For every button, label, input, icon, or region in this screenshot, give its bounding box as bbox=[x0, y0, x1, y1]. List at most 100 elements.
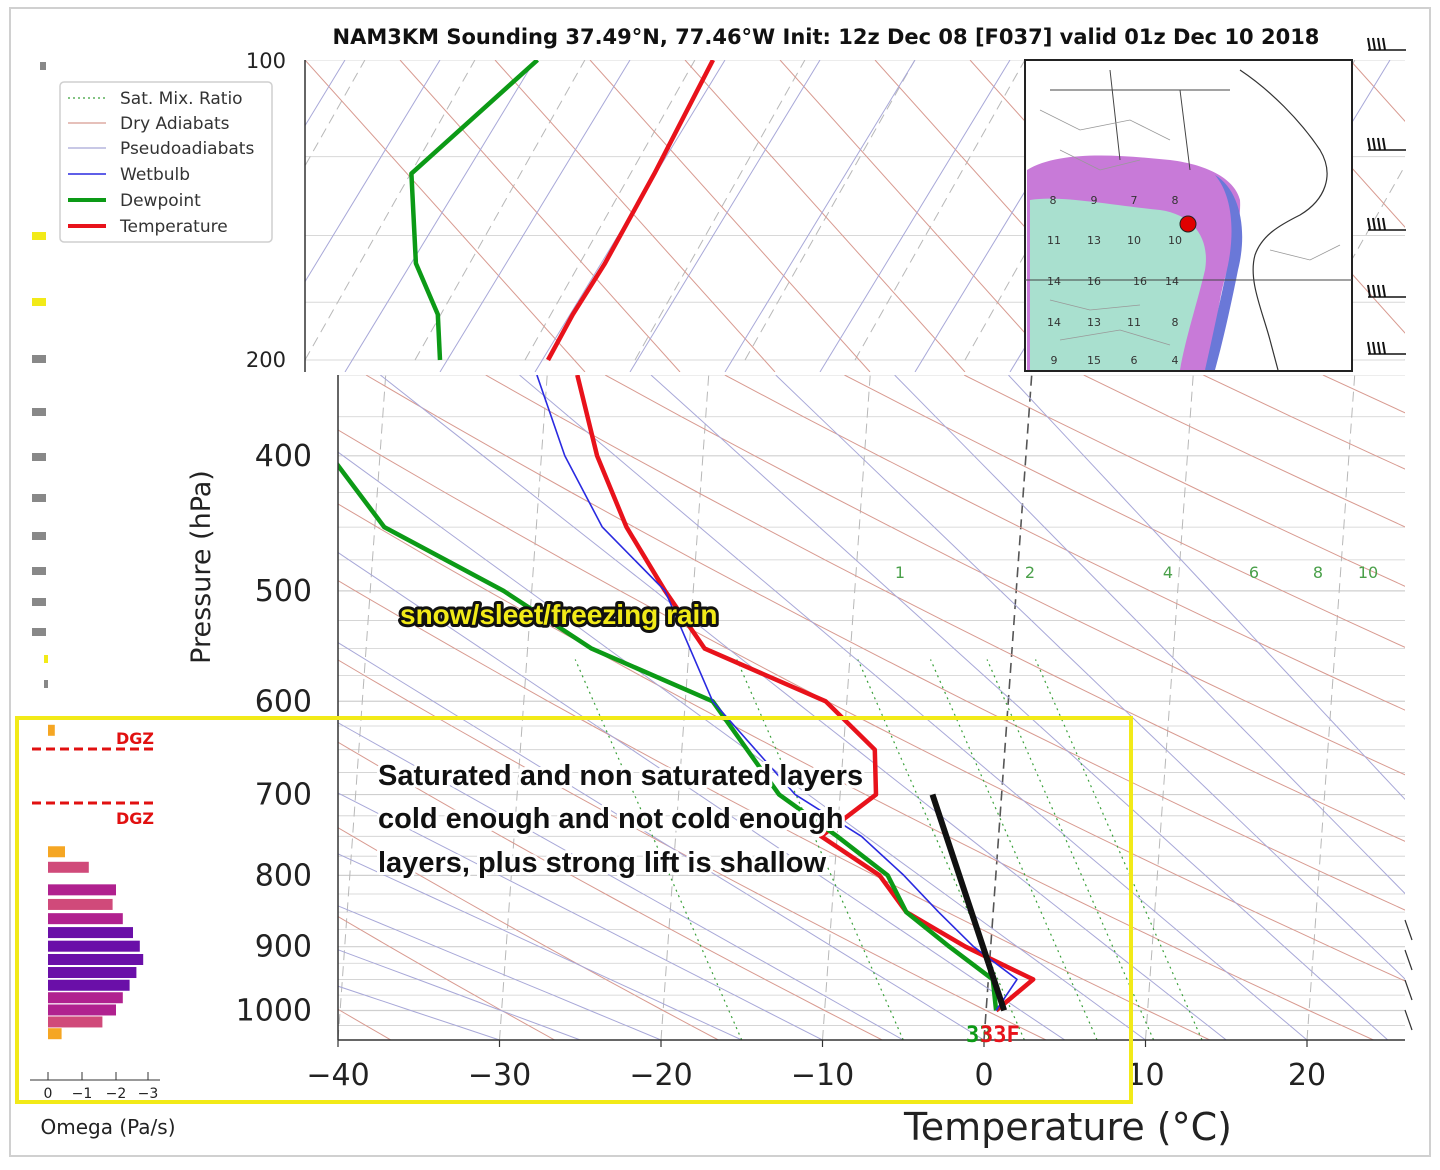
omega-bar bbox=[48, 992, 123, 1004]
x-tick-label: −10 bbox=[791, 1058, 854, 1093]
upper-pseudoadiabat-line bbox=[439, 60, 631, 372]
upper-pseudoadiabat-line bbox=[305, 60, 346, 127]
dry-adiabat-line bbox=[724, 375, 1405, 711]
pseudoadiabat-line bbox=[338, 905, 662, 1040]
upper-isotherm-line bbox=[414, 60, 586, 361]
dry-adiabat-line bbox=[338, 659, 1047, 1040]
upper-dry-adiabat-line bbox=[1349, 60, 1405, 123]
annotation-line-2: cold enough and not cold enough bbox=[378, 803, 844, 835]
omega-bar bbox=[48, 967, 137, 979]
upper-pseudoadiabat-line bbox=[305, 60, 441, 283]
inset-map-state-lines bbox=[1025, 69, 1352, 281]
mixing-ratio-label: 10 bbox=[1358, 563, 1378, 582]
y-tick-label: 1000 bbox=[236, 993, 312, 1028]
wind-barbs bbox=[1367, 37, 1413, 1031]
inset-map-number: 15 bbox=[1087, 354, 1101, 367]
upper-isotherm-line bbox=[744, 60, 916, 361]
series-dewpoint-upper-line bbox=[409, 60, 540, 361]
dry-adiabat-line bbox=[338, 741, 883, 1040]
omega-profile: 0 −1 −2 −3 Omega (Pa/s) DGZ DGZ bbox=[30, 62, 176, 1139]
mixing-ratio-label: 4 bbox=[1163, 563, 1173, 582]
omega-bar-small bbox=[44, 680, 48, 688]
omega-bar-small bbox=[32, 598, 46, 606]
wind-barb bbox=[1367, 341, 1406, 355]
pseudoadiabat-line bbox=[1008, 375, 1405, 801]
dry-adiabat-line bbox=[338, 503, 1374, 1040]
inset-map-number: 8 bbox=[1172, 316, 1179, 329]
omega-bar bbox=[48, 1016, 103, 1028]
upper-pseudoadiabat-line bbox=[629, 60, 821, 372]
series-temperature-upper-line bbox=[546, 60, 715, 362]
pseudoadiabat-line bbox=[338, 451, 1146, 1040]
omega-tick-1: −1 bbox=[72, 1086, 93, 1102]
dry-adiabat-line bbox=[844, 375, 1405, 648]
pseudoadiabat-line bbox=[379, 375, 1227, 1040]
inset-map-location-marker bbox=[1179, 215, 1197, 233]
mixing-ratio-label: 2 bbox=[1025, 563, 1035, 582]
legend-box bbox=[59, 81, 273, 243]
dry-adiabat-line bbox=[604, 375, 1405, 776]
upper-dry-adiabat-line bbox=[494, 60, 776, 372]
x-tick-label: 20 bbox=[1288, 1058, 1326, 1093]
inset-map-number: 9 bbox=[1051, 354, 1058, 367]
omega-tick-3: −3 bbox=[138, 1086, 159, 1102]
omega-bar bbox=[48, 884, 116, 896]
x-tick-label: −30 bbox=[468, 1058, 531, 1093]
inset-map-rain-field bbox=[1030, 198, 1206, 370]
dgz-label-bottom: DGZ bbox=[116, 809, 154, 828]
omega-bar-small bbox=[32, 628, 46, 636]
legend-label-satmix: Sat. Mix. Ratio bbox=[120, 89, 243, 109]
x-tick-label: −40 bbox=[306, 1058, 369, 1093]
inset-map-number: 8 bbox=[1050, 194, 1057, 207]
omega-bar-small bbox=[32, 567, 46, 575]
omega-bar-small bbox=[32, 298, 46, 306]
annotation-line-3: layers, plus strong lift is shallow bbox=[378, 847, 826, 879]
upper-dry-adiabat-line bbox=[399, 60, 681, 372]
pseudoadiabat-line bbox=[894, 375, 1405, 895]
chart-title: NAM3KM Sounding 37.49°N, 77.46°W Init: 1… bbox=[333, 25, 1320, 49]
pseudoadiabat-line bbox=[519, 375, 1308, 1040]
surface-parcel-line bbox=[929, 793, 1007, 1012]
inset-map-number: 6 bbox=[1131, 354, 1138, 367]
omega-tick-2: −2 bbox=[106, 1086, 127, 1102]
series-wetbulb-line bbox=[536, 375, 1018, 1011]
pseudoadiabat-line bbox=[338, 853, 743, 1040]
mixing-ratio-label: 8 bbox=[1313, 563, 1323, 582]
pseudoadiabat-line bbox=[338, 551, 1066, 1040]
omega-bar bbox=[48, 913, 123, 925]
wind-barb-low bbox=[1404, 919, 1413, 941]
omega-bar bbox=[48, 724, 55, 736]
legend-label-dry: Dry Adiabats bbox=[120, 114, 230, 134]
dgz-label-top: DGZ bbox=[116, 729, 154, 748]
y-tick-label: 400 bbox=[255, 439, 312, 474]
upper-pseudoadiabat-line bbox=[819, 60, 1011, 372]
legend-label-dewpoint: Dewpoint bbox=[120, 191, 201, 211]
inset-map-number: 11 bbox=[1047, 234, 1061, 247]
mixing-ratio-label: 1 bbox=[895, 563, 905, 582]
omega-bar-small bbox=[32, 453, 46, 461]
inset-map-number: 13 bbox=[1087, 316, 1101, 329]
dry-adiabat-line bbox=[485, 375, 1405, 842]
y-tick-label: 900 bbox=[255, 930, 312, 965]
upper-pseudoadiabat-line bbox=[724, 60, 916, 372]
x-axis-label: Temperature (°C) bbox=[903, 1105, 1232, 1149]
series-dewpoint-line bbox=[338, 461, 999, 1011]
omega-bar bbox=[48, 940, 140, 952]
upper-isotherm-line bbox=[305, 60, 476, 361]
omega-tick-0: 0 bbox=[44, 1086, 53, 1102]
pseudoadiabat-line bbox=[338, 949, 581, 1040]
pseudoadiabat-line bbox=[338, 792, 823, 1040]
inset-map-number: 7 bbox=[1131, 194, 1138, 207]
legend-label-pseudo: Pseudoadiabats bbox=[120, 139, 254, 159]
legend-label-temperature: Temperature bbox=[119, 217, 228, 237]
upper-isotherm-line bbox=[854, 60, 1026, 361]
upper-dry-adiabat-line bbox=[779, 60, 1061, 372]
inset-map-number: 8 bbox=[1172, 194, 1179, 207]
dry-adiabat-line bbox=[365, 375, 1405, 911]
x-tick-label: −20 bbox=[629, 1058, 692, 1093]
upper-dry-adiabat-line bbox=[305, 60, 586, 372]
dry-adiabat-line bbox=[963, 375, 1405, 587]
upper-dry-adiabat-line bbox=[684, 60, 966, 372]
lower-panel-bg bbox=[338, 375, 1405, 1040]
surface-dewpoint-label: 33 bbox=[966, 1023, 993, 1048]
